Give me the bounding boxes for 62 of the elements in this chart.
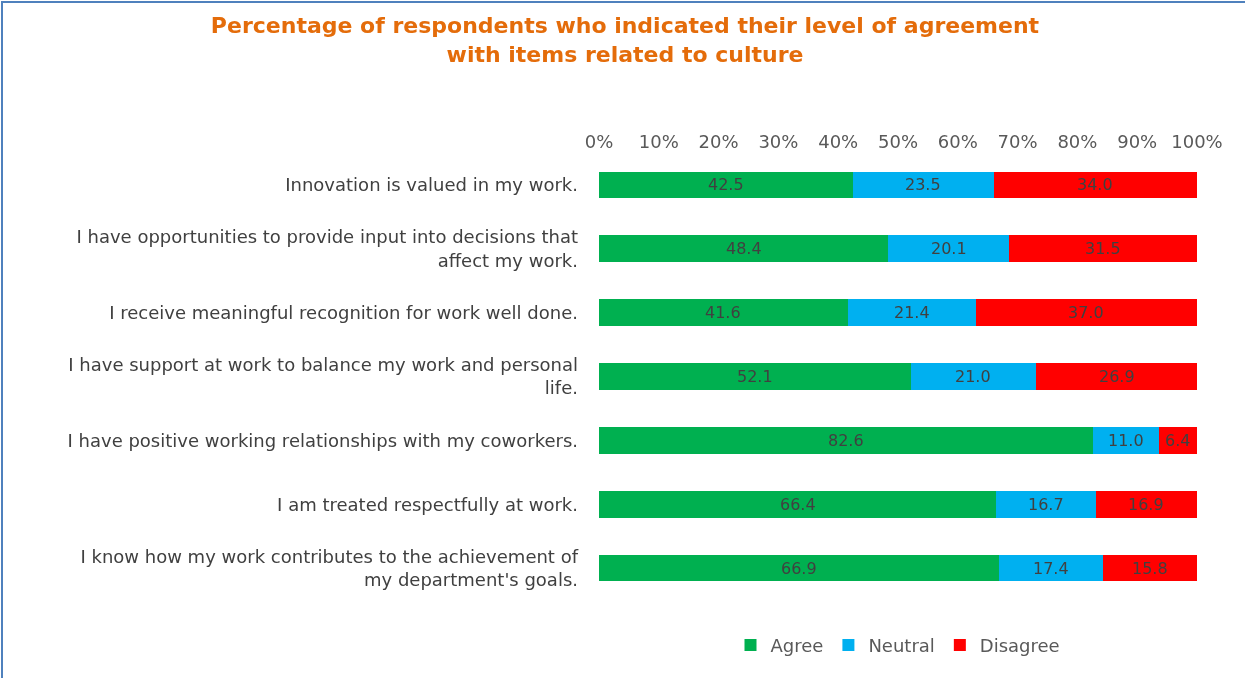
legend-label: Disagree — [979, 635, 1060, 657]
bar — [599, 490, 997, 518]
data-label: 66.9 — [781, 559, 817, 578]
y-tick-label: I know how my work contributes to the achievement of my department's goals. — [80, 545, 579, 591]
y-tick-label: I have positive working relationships with my coworkers. — [67, 429, 578, 451]
bar — [993, 171, 1197, 199]
data-label: 34.0 — [1077, 175, 1113, 194]
x-tick-label: 10% — [638, 131, 679, 153]
legend-label: Neutral — [868, 635, 935, 657]
data-label: 11.0 — [1108, 431, 1144, 450]
data-label: 48.4 — [726, 239, 762, 258]
data-label: 23.5 — [905, 175, 941, 194]
data-label: 16.7 — [1028, 495, 1064, 514]
x-tick-label: 20% — [698, 131, 739, 153]
bar — [1036, 363, 1197, 390]
bar — [1092, 426, 1159, 454]
data-label: 21.0 — [955, 367, 991, 386]
data-label: 17.4 — [1033, 559, 1069, 578]
y-tick-label: I receive meaningful recognition for work well done. — [109, 301, 578, 323]
bar — [999, 554, 1104, 582]
bar — [847, 299, 976, 327]
legend-label: Agree — [770, 635, 824, 657]
bar — [888, 235, 1009, 263]
y-tick-label: I am treated respectfully at work. — [277, 493, 578, 515]
bar — [599, 235, 889, 263]
x-tick-label: 90% — [1117, 131, 1158, 153]
bar — [1095, 490, 1197, 518]
bar — [975, 299, 1197, 327]
bar — [599, 299, 848, 327]
data-label: 16.9 — [1128, 495, 1164, 514]
bar — [599, 171, 854, 199]
data-label: 42.5 — [708, 175, 744, 194]
data-label: 26.9 — [1099, 367, 1135, 386]
data-label: 41.6 — [705, 303, 741, 322]
bar — [1008, 235, 1197, 263]
data-label: 52.1 — [737, 367, 773, 386]
bar — [599, 363, 911, 390]
data-label: 82.6 — [828, 431, 864, 450]
x-tick-label: 70% — [997, 131, 1038, 153]
bar — [853, 171, 994, 199]
y-tick-label: Innovation is valued in my work. — [285, 174, 578, 196]
x-tick-label: 0% — [584, 131, 614, 153]
x-tick-label: 80% — [1057, 131, 1098, 153]
y-tick-label: I have opportunities to provide input into decisions that affect my work. — [76, 226, 578, 271]
chart-title: Percentage of respondents who indicated their level of agreement with items related to culture — [210, 13, 1040, 68]
bar — [599, 426, 1093, 454]
x-tick-label: 30% — [758, 131, 799, 153]
x-tick-label: 40% — [818, 131, 859, 153]
x-tick-label: 60% — [937, 131, 978, 153]
x-tick-label: 100% — [1171, 131, 1223, 153]
data-label: 66.4 — [780, 495, 816, 514]
bar — [599, 554, 1000, 582]
data-label: 15.8 — [1132, 559, 1168, 578]
y-tick-label: I have support at work to balance my work and personal life. — [68, 354, 578, 399]
data-label: 6.4 — [1165, 431, 1191, 450]
bar — [910, 363, 1037, 390]
x-tick-label: 50% — [877, 131, 919, 153]
data-label: 37.0 — [1068, 303, 1104, 322]
bar — [996, 490, 1096, 518]
data-label: 31.5 — [1085, 239, 1121, 258]
data-label: 20.1 — [931, 239, 967, 258]
data-label: 21.4 — [894, 303, 930, 322]
